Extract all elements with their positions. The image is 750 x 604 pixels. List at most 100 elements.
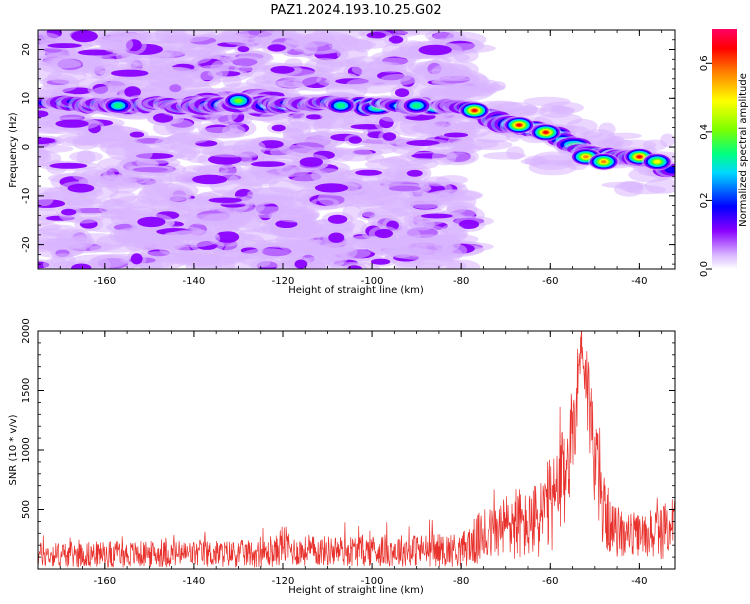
heatmap-cell — [271, 124, 286, 132]
heatmap-cell — [86, 56, 119, 69]
heatmap-cell — [405, 225, 440, 241]
y-tick-label: 500 — [21, 500, 32, 519]
heatmap-cell — [458, 219, 480, 229]
heatmap-cell — [99, 174, 137, 190]
heatmap-cell — [208, 197, 243, 203]
heatmap-cell — [234, 98, 243, 103]
heatmap-cell — [347, 265, 362, 269]
heatmap-cell — [522, 104, 538, 115]
heatmap-cell — [251, 161, 286, 168]
heatmap-cell — [368, 57, 415, 73]
heatmap-cell — [406, 194, 444, 209]
heatmap-cell — [426, 69, 454, 80]
heatmap-cell — [409, 217, 436, 231]
heatmap-cell — [392, 30, 447, 35]
x-tick-label: -140 — [183, 276, 206, 287]
heatmap-cell — [71, 263, 92, 269]
heatmap-cell — [414, 62, 446, 72]
heatmap-cell — [38, 137, 56, 144]
x-tick-label: -160 — [93, 576, 116, 587]
heatmap-cell — [374, 228, 393, 239]
heatmap-cell — [76, 150, 96, 165]
colorbar-tick-label: 0.6 — [699, 55, 710, 71]
heatmap-cell — [143, 180, 169, 199]
heatmap-cell — [114, 230, 157, 247]
heatmap-cell — [395, 88, 410, 98]
heatmap-cell — [267, 44, 287, 52]
heatmap-cell — [102, 198, 127, 214]
heatmap-cell — [423, 176, 450, 187]
heatmap-cell — [336, 47, 368, 62]
heatmap-cell — [524, 155, 547, 166]
heatmap-cell — [365, 153, 385, 163]
heatmap-cell — [429, 189, 483, 202]
heatmap-cell — [305, 114, 323, 120]
y-tick-label: -10 — [21, 188, 32, 204]
heatmap-cell — [314, 183, 349, 193]
colorbar-tick-label: 0.2 — [699, 192, 710, 208]
y-tick-label: 20 — [21, 43, 32, 56]
heatmap-cell — [355, 169, 382, 176]
heatmap-cell — [38, 242, 84, 250]
heatmap-cell — [433, 235, 461, 253]
heatmap-cell — [366, 32, 386, 39]
heatmap-cell — [39, 52, 88, 69]
heatmap-cell — [379, 156, 408, 168]
heatmap-cell — [327, 214, 348, 224]
heatmap-cell — [124, 86, 141, 98]
heatmap-cell — [418, 44, 452, 56]
heatmap-cell — [162, 35, 193, 44]
heatmap-cell — [367, 192, 410, 208]
heatmap-cell — [185, 258, 208, 269]
heatmap-cell — [165, 237, 186, 250]
heatmap-cell — [153, 113, 174, 123]
x-tick-label: -40 — [631, 576, 647, 587]
heatmap-cell — [129, 131, 145, 138]
heatmap-cell — [346, 79, 373, 90]
heatmap-frame — [37, 29, 676, 270]
heatmap-cell — [543, 130, 549, 134]
y-tick-label: 0 — [21, 144, 32, 150]
heatmap-cell — [42, 257, 71, 269]
heatmap-cell — [420, 213, 453, 219]
heatmap-cell — [270, 65, 295, 74]
colorbar-tick-label: 0.0 — [699, 261, 710, 277]
y-tick-label: -20 — [21, 236, 32, 252]
heatmap-cell — [49, 162, 88, 169]
heatmap-cell — [253, 80, 305, 90]
heatmap-cell — [164, 49, 213, 65]
heatmap-cell — [294, 259, 308, 269]
x-tick-label: -160 — [93, 276, 116, 287]
heatmap-cell — [336, 103, 346, 109]
heatmap-cell — [153, 66, 200, 84]
y-tick-label: 10 — [21, 92, 32, 105]
heatmap-cell — [38, 148, 52, 167]
colorbar-ticks: 0.0 0.2 0.4 0.6 — [699, 55, 712, 277]
x-tick-label: -140 — [183, 576, 206, 587]
heatmap-cell — [126, 165, 176, 176]
heatmap-cell — [55, 119, 89, 128]
heatmap-cell — [257, 166, 309, 178]
heatmap-cell — [431, 149, 457, 166]
heatmap-cell — [390, 206, 415, 216]
heatmap-cell — [77, 49, 114, 56]
snr-series-line — [38, 331, 675, 568]
heatmap-cell — [124, 143, 153, 163]
colorbar-gradient — [712, 29, 737, 269]
x-tick-label: -60 — [542, 276, 558, 287]
heatmap-cell — [388, 35, 404, 44]
heatmap-cell — [60, 208, 77, 216]
heatmap-cell — [406, 169, 423, 177]
heatmap-cell — [471, 109, 478, 112]
heatmap-cell — [339, 58, 367, 67]
heatmap-cell — [67, 183, 95, 193]
heatmap-cell — [441, 224, 465, 236]
heatmap-cell — [192, 174, 228, 185]
heatmap-cell — [406, 140, 440, 146]
heatmap-cell — [237, 46, 250, 53]
heatmap-cell — [315, 247, 371, 260]
